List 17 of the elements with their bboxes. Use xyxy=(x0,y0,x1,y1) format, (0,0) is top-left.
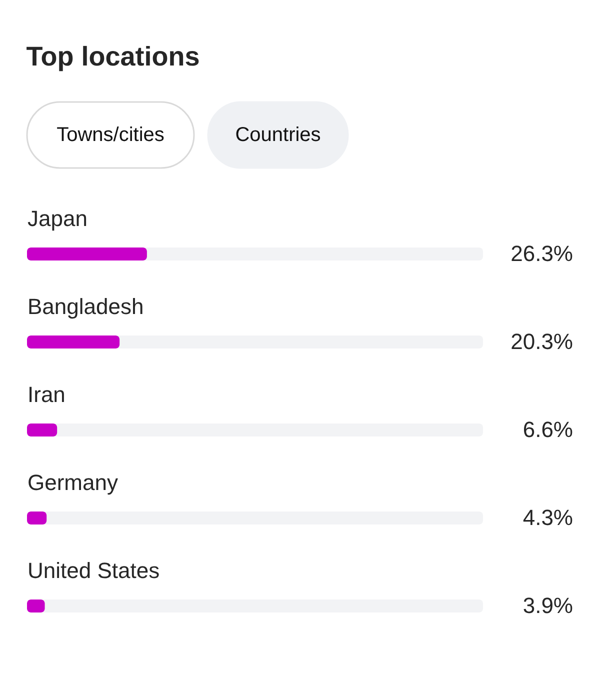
data-label: 20.3% xyxy=(510,329,573,354)
y-tick-label: Bangladesh xyxy=(28,294,144,319)
y-tick-label: Germany xyxy=(28,470,118,495)
bar xyxy=(27,424,58,436)
bar xyxy=(27,336,120,348)
bar xyxy=(27,600,45,612)
data-label: 3.9% xyxy=(522,593,573,618)
y-tick-label: Iran xyxy=(28,382,66,407)
data-label: 4.3% xyxy=(522,505,573,530)
chart-title: Top locations xyxy=(26,41,200,72)
y-tick-label: Japan xyxy=(28,206,88,231)
data-label: 6.6% xyxy=(522,417,573,442)
bar xyxy=(27,512,47,524)
y-tick-label: United States xyxy=(28,558,160,583)
data-label: 26.3% xyxy=(510,241,573,266)
text: Countries xyxy=(235,124,321,146)
text: Towns/cities xyxy=(56,124,164,146)
